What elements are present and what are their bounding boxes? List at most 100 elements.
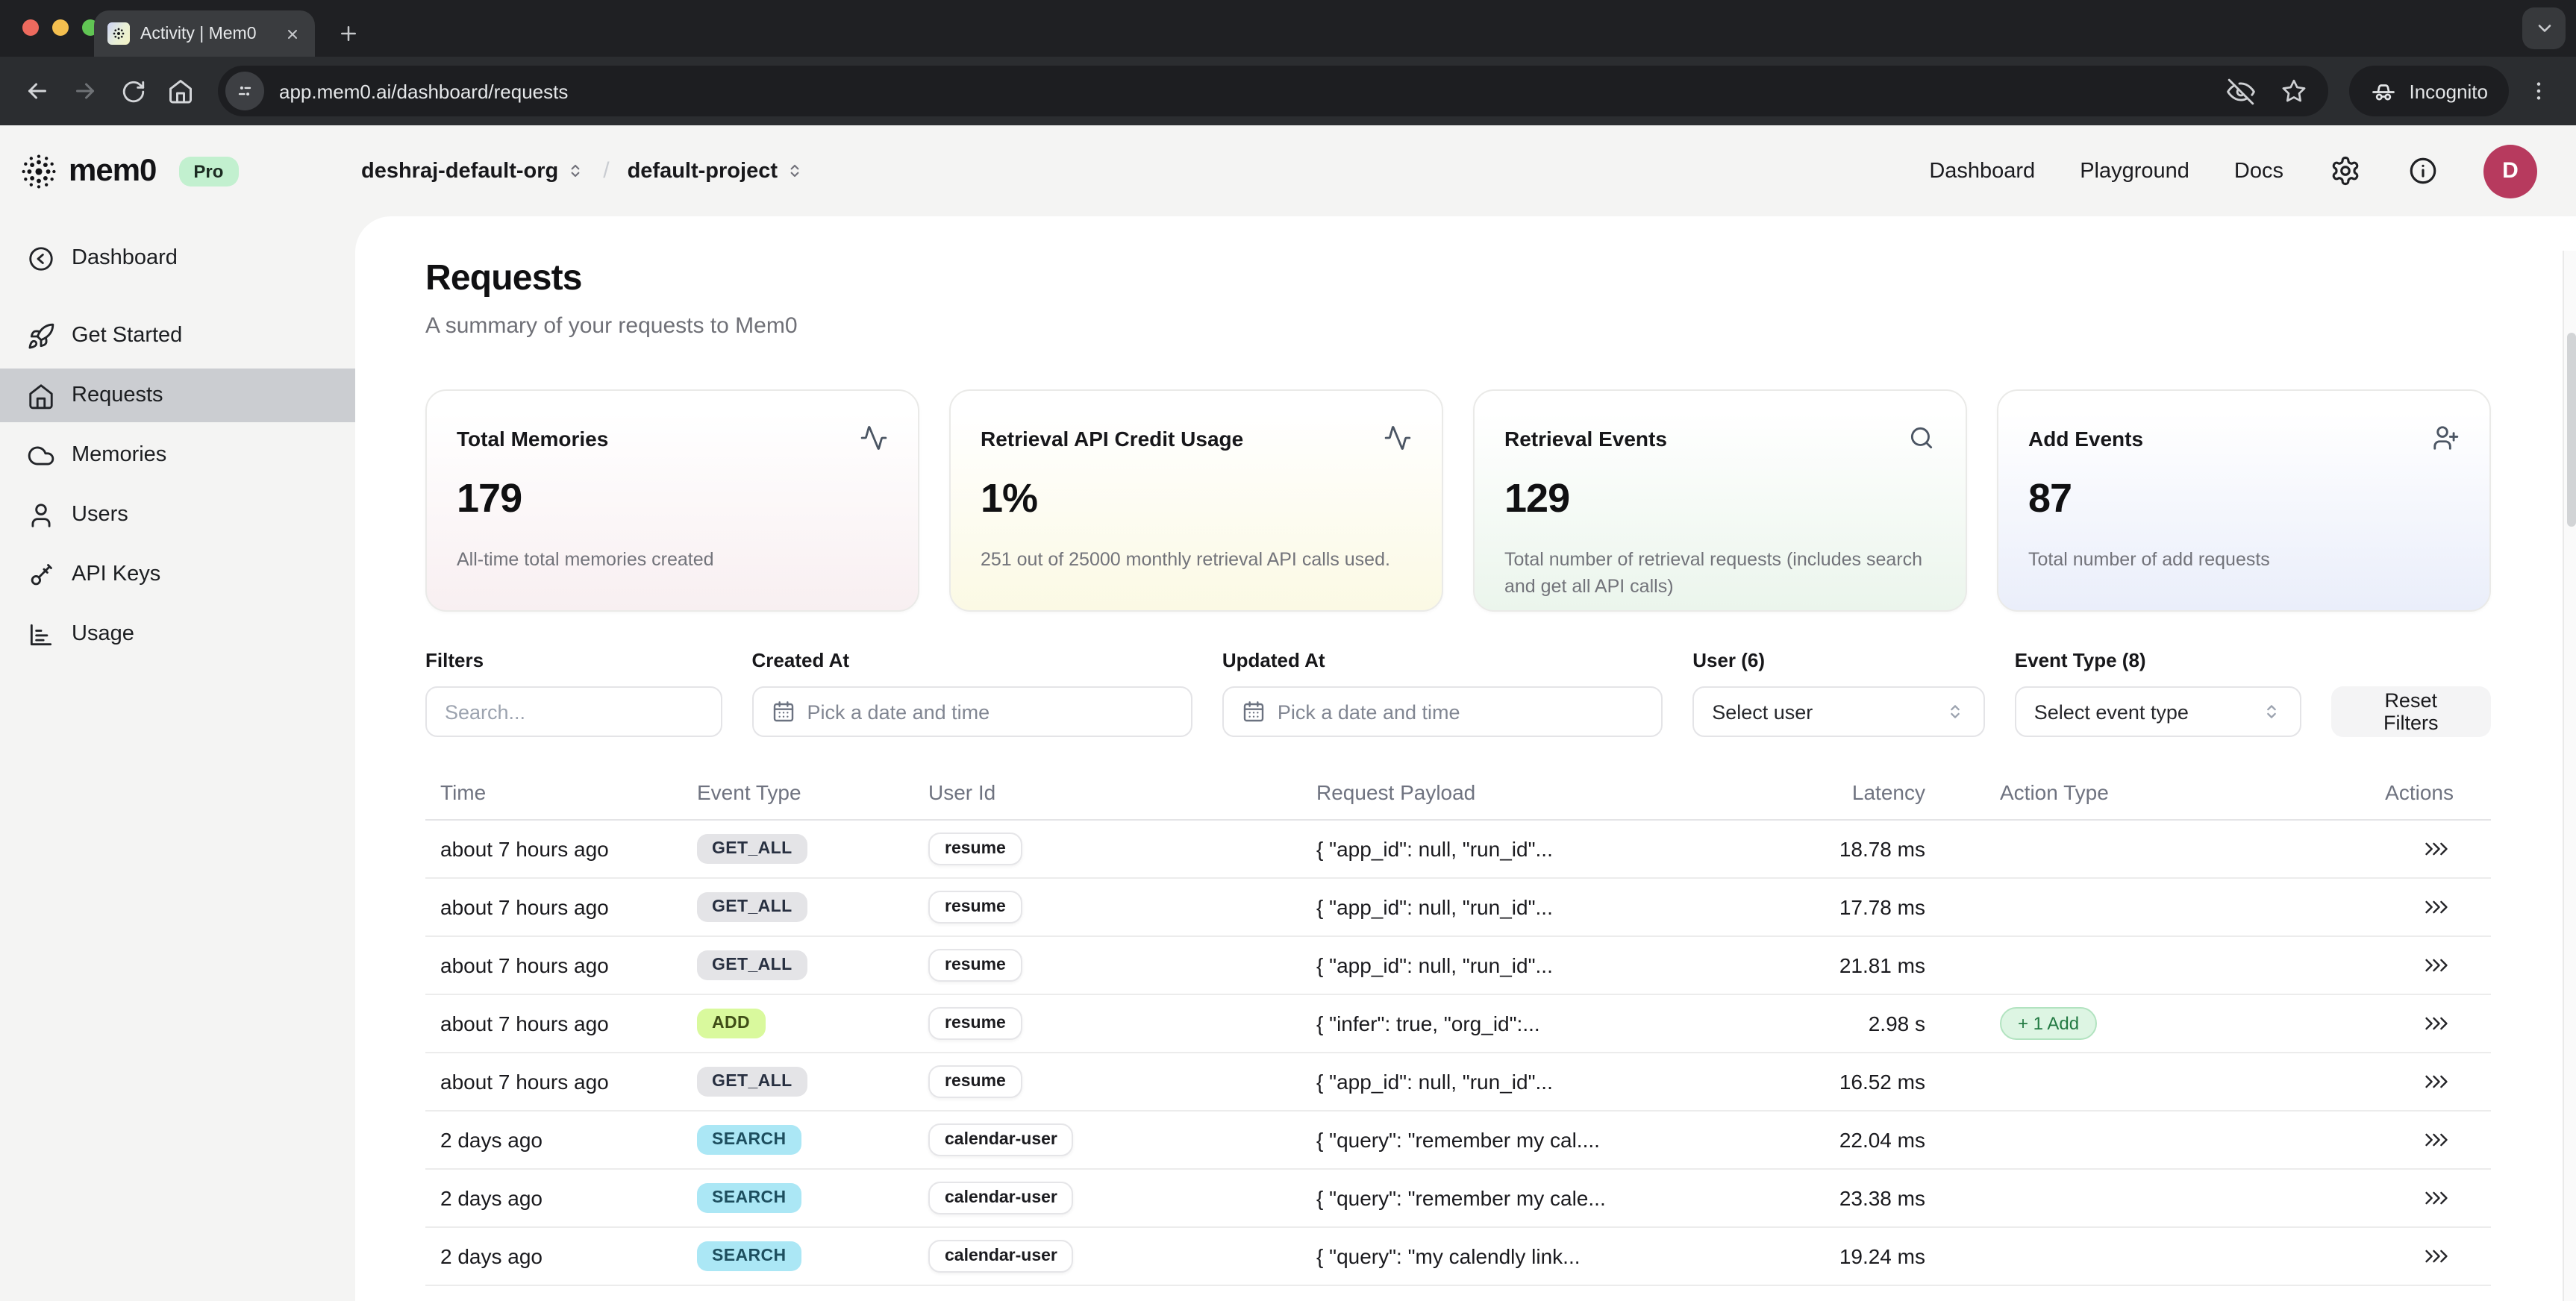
expand-row-icon[interactable]: [2418, 950, 2454, 980]
user-filter-label: User (6): [1692, 649, 1766, 671]
table-row[interactable]: 2 days ago SEARCH calendar-user { "query…: [425, 1110, 2491, 1168]
user-id-badge: resume: [928, 949, 1022, 982]
table-row[interactable]: about 7 hours ago GET_ALL resume { "app_…: [425, 935, 2491, 994]
expand-row-icon[interactable]: [2418, 1125, 2454, 1155]
expand-row-icon[interactable]: [2418, 892, 2454, 922]
home-toolbar-icon[interactable]: [161, 72, 200, 110]
table-bottom-divider: [425, 1285, 2491, 1295]
chart-icon: [27, 620, 55, 648]
scrollbar-thumb[interactable]: [2566, 333, 2575, 527]
sidebar-item-dashboard[interactable]: Dashboard: [0, 231, 355, 285]
table-header-row: Time Event Type User Id Request Payload …: [425, 765, 2491, 819]
expand-row-icon[interactable]: [2418, 1009, 2454, 1038]
nav-playground[interactable]: Playground: [2080, 159, 2189, 183]
col-latency: Latency: [1851, 780, 1925, 804]
event-type-badge: SEARCH: [697, 1125, 801, 1155]
org-selector[interactable]: deshraj-default-org: [361, 159, 585, 183]
minimize-window-button[interactable]: [52, 19, 69, 36]
back-icon[interactable]: [18, 72, 57, 110]
event-type-select[interactable]: Select event type: [2014, 686, 2301, 737]
info-icon[interactable]: [2406, 154, 2439, 187]
col-user-id: User Id: [928, 780, 996, 804]
col-action-type: Action Type: [2000, 780, 2109, 804]
mem0-logo[interactable]: mem0 Pro: [19, 151, 239, 190]
user-id-badge: calendar-user: [928, 1182, 1074, 1214]
cell-payload: { "infer": true, "org_id":...: [1316, 1012, 1540, 1035]
sidebar-label: Memories: [72, 443, 167, 467]
stat-title: Retrieval Events: [1504, 426, 1667, 450]
activity-icon: [860, 424, 888, 452]
sidebar-item-memories[interactable]: Memories: [0, 428, 355, 482]
eye-off-icon[interactable]: [2224, 75, 2257, 107]
cell-payload: { "app_id": null, "run_id"...: [1316, 1070, 1553, 1094]
settings-gear-icon[interactable]: [2328, 154, 2361, 187]
filters-label: Filters: [425, 649, 484, 671]
app-body: Dashboard Get Started Requests: [0, 216, 2576, 1301]
stat-card-retrieval-events: Retrieval Events 129 Total number of ret…: [1473, 389, 1967, 612]
sidebar-item-requests[interactable]: Requests: [0, 369, 355, 422]
table-row[interactable]: 2 days ago SEARCH calendar-user { "query…: [425, 1168, 2491, 1226]
user-avatar[interactable]: D: [2483, 144, 2537, 198]
pro-plan-badge: Pro: [178, 156, 239, 186]
page-scrollbar[interactable]: [2563, 251, 2576, 1301]
stat-cards: Total Memories 179 All-time total memori…: [425, 389, 2491, 612]
window-controls: [22, 19, 99, 36]
close-window-button[interactable]: [22, 19, 39, 36]
sidebar-label: Usage: [72, 622, 134, 646]
reload-icon[interactable]: [113, 72, 152, 110]
tab-close-icon[interactable]: [282, 23, 303, 44]
event-type-badge: SEARCH: [697, 1183, 801, 1213]
project-name: default-project: [627, 159, 778, 183]
created-at-datepicker[interactable]: Pick a date and time: [751, 686, 1192, 737]
browser-menu-icon[interactable]: [2521, 73, 2557, 109]
tab-search-chevron-icon[interactable]: [2522, 7, 2566, 49]
key-icon: [27, 560, 55, 589]
reset-filters-button[interactable]: Reset Filters: [2330, 686, 2492, 737]
event-type-badge: GET_ALL: [697, 834, 807, 864]
sidebar-label: API Keys: [72, 562, 161, 586]
page-title: Requests: [425, 258, 582, 298]
table-row[interactable]: about 7 hours ago GET_ALL resume { "app_…: [425, 819, 2491, 877]
user-id-badge: calendar-user: [928, 1240, 1074, 1273]
col-event-type: Event Type: [697, 780, 801, 804]
expand-row-icon[interactable]: [2418, 1183, 2454, 1213]
nav-docs[interactable]: Docs: [2233, 159, 2283, 183]
table-row[interactable]: about 7 hours ago GET_ALL resume { "app_…: [425, 877, 2491, 935]
table-row[interactable]: about 7 hours ago GET_ALL resume { "app_…: [425, 1052, 2491, 1110]
logo-text: mem0: [69, 153, 157, 187]
user-select[interactable]: Select user: [1692, 686, 1985, 737]
new-tab-button[interactable]: [331, 16, 364, 49]
event-type-badge: GET_ALL: [697, 950, 807, 980]
search-input[interactable]: [425, 686, 722, 737]
expand-row-icon[interactable]: [2418, 1241, 2454, 1271]
table-row[interactable]: 2 days ago SEARCH calendar-user { "query…: [425, 1226, 2491, 1285]
project-selector[interactable]: default-project: [628, 159, 804, 183]
user-icon: [27, 501, 55, 529]
sidebar-item-get-started[interactable]: Get Started: [0, 309, 355, 363]
expand-row-icon[interactable]: [2418, 1067, 2454, 1097]
address-bar[interactable]: app.mem0.ai/dashboard/requests: [218, 66, 2329, 116]
app-root: mem0 Pro deshraj-default-org / default-p…: [0, 125, 2576, 1301]
updated-at-datepicker[interactable]: Pick a date and time: [1222, 686, 1663, 737]
nav-dashboard[interactable]: Dashboard: [1929, 159, 2036, 183]
stat-value: 87: [2028, 476, 2072, 521]
sidebar-item-users[interactable]: Users: [0, 488, 355, 542]
table-row[interactable]: about 7 hours ago ADD resume { "infer": …: [425, 994, 2491, 1052]
expand-row-icon[interactable]: [2418, 834, 2454, 864]
sidebar-item-api-keys[interactable]: API Keys: [0, 548, 355, 601]
tab-strip: Activity | Mem0: [0, 0, 2576, 57]
stat-description: Total number of retrieval requests (incl…: [1504, 549, 1922, 598]
browser-tab[interactable]: Activity | Mem0: [94, 10, 315, 57]
sidebar-label: Requests: [72, 383, 163, 407]
col-actions: Actions: [2385, 780, 2454, 804]
user-id-badge: resume: [928, 1007, 1022, 1040]
calendar-icon: [1242, 700, 1266, 724]
cell-time: 2 days ago: [440, 1244, 543, 1268]
sidebar-item-usage[interactable]: Usage: [0, 607, 355, 661]
stat-card-total-memories: Total Memories 179 All-time total memori…: [425, 389, 919, 612]
forward-icon[interactable]: [66, 72, 104, 110]
cell-time: about 7 hours ago: [440, 1012, 609, 1035]
site-info-icon[interactable]: [225, 72, 264, 110]
sidebar: Dashboard Get Started Requests: [0, 216, 355, 1301]
bookmark-star-icon[interactable]: [2278, 75, 2310, 107]
